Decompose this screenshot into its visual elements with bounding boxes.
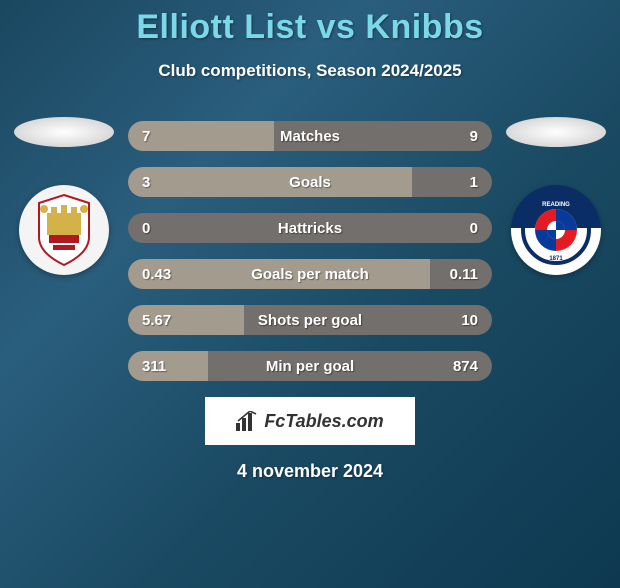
left-player-side — [4, 121, 124, 275]
stat-row: 311 Min per goal 874 — [128, 351, 492, 381]
stat-right-value: 1 — [470, 174, 478, 191]
stat-label: Min per goal — [128, 358, 492, 375]
crest-left-icon — [29, 193, 99, 267]
branding-text: FcTables.com — [264, 411, 383, 432]
right-player-side: READING 1871 — [496, 121, 616, 275]
branding-box[interactable]: FcTables.com — [205, 397, 415, 445]
stat-row: 7 Matches 9 — [128, 121, 492, 151]
svg-text:1871: 1871 — [549, 256, 563, 262]
stat-row: 3 Goals 1 — [128, 167, 492, 197]
stat-label: Matches — [128, 128, 492, 145]
stat-right-value: 9 — [470, 128, 478, 145]
player-photo-placeholder-left — [14, 117, 114, 147]
page-title: Elliott List vs Knibbs — [0, 8, 620, 47]
comparison-container: 7 Matches 9 3 Goals 1 0 Hattricks 0 0.43… — [0, 121, 620, 381]
player-photo-placeholder-right — [506, 117, 606, 147]
subtitle: Club competitions, Season 2024/2025 — [0, 61, 620, 81]
stat-right-value: 874 — [453, 358, 478, 375]
stat-row: 0.43 Goals per match 0.11 — [128, 259, 492, 289]
stat-label: Goals per match — [128, 266, 492, 283]
stats-column: 7 Matches 9 3 Goals 1 0 Hattricks 0 0.43… — [124, 121, 496, 381]
stat-right-value: 0.11 — [450, 266, 478, 283]
date-text: 4 november 2024 — [0, 461, 620, 482]
stat-row: 5.67 Shots per goal 10 — [128, 305, 492, 335]
stat-label: Hattricks — [128, 220, 492, 237]
fctables-logo-icon — [236, 411, 258, 431]
svg-text:READING: READING — [542, 202, 570, 208]
stat-right-value: 0 — [470, 220, 478, 237]
crest-right-icon: READING 1871 — [521, 195, 591, 265]
stat-row: 0 Hattricks 0 — [128, 213, 492, 243]
stat-right-value: 10 — [461, 312, 478, 329]
stat-label: Shots per goal — [128, 312, 492, 329]
stat-label: Goals — [128, 174, 492, 191]
stevenage-crest — [19, 185, 109, 275]
reading-crest: READING 1871 — [511, 185, 601, 275]
